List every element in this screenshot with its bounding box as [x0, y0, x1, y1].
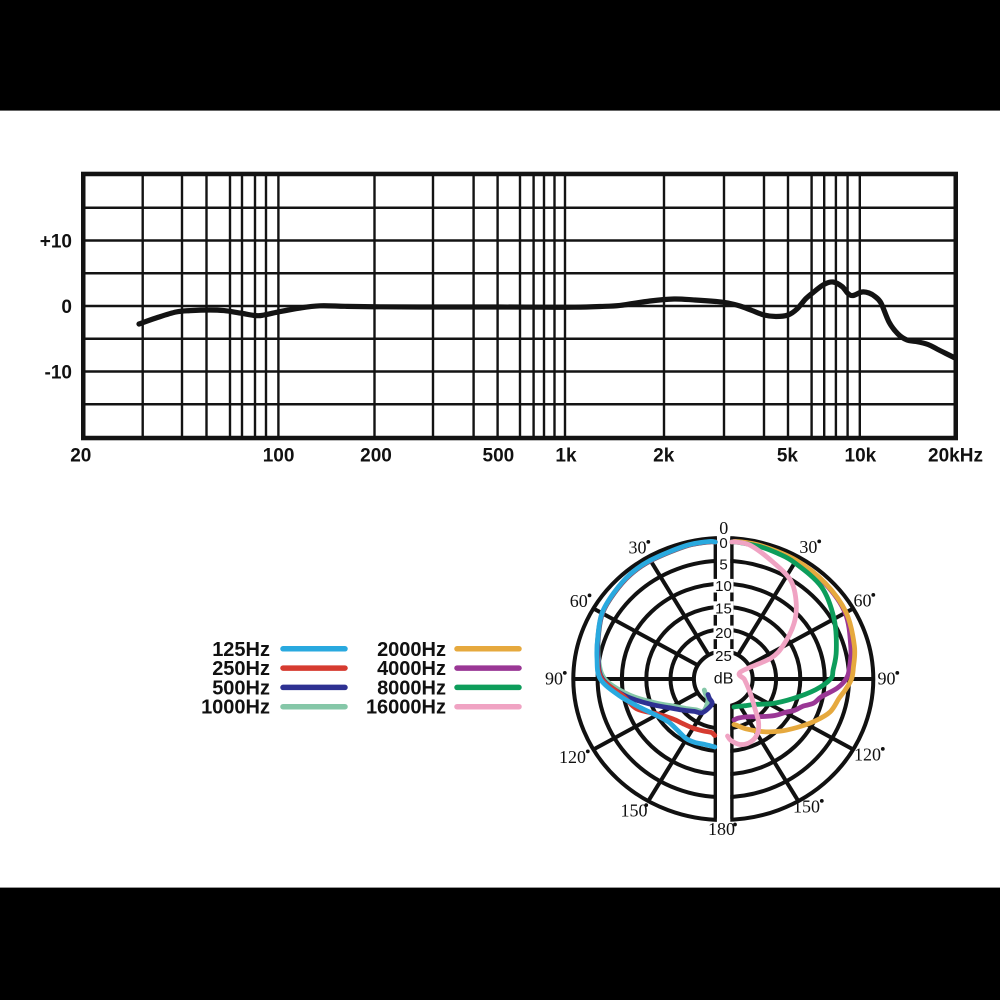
svg-text:5: 5	[719, 556, 727, 573]
svg-text:125Hz: 125Hz	[212, 639, 270, 661]
svg-text:1k: 1k	[555, 446, 577, 467]
svg-text:25: 25	[715, 648, 732, 665]
svg-text:15: 15	[715, 601, 732, 618]
svg-text:20kHz: 20kHz	[928, 446, 983, 467]
svg-text:30: 30	[629, 538, 647, 558]
svg-text:500: 500	[483, 446, 515, 467]
svg-text:150: 150	[621, 801, 648, 821]
svg-text:+10: +10	[40, 232, 72, 253]
svg-text:10: 10	[715, 578, 732, 595]
svg-text:20: 20	[70, 446, 91, 467]
svg-text:120: 120	[854, 745, 881, 765]
svg-text:200: 200	[360, 446, 392, 467]
svg-text:16000Hz: 16000Hz	[366, 697, 446, 719]
svg-text:20: 20	[715, 625, 732, 642]
svg-text:0: 0	[719, 518, 728, 538]
svg-text:4000Hz: 4000Hz	[377, 658, 446, 680]
svg-text:5k: 5k	[777, 446, 799, 467]
svg-text:500Hz: 500Hz	[212, 677, 270, 699]
svg-text:60: 60	[570, 591, 588, 611]
svg-text:2000Hz: 2000Hz	[377, 639, 446, 661]
svg-text:10k: 10k	[845, 446, 877, 467]
svg-text:-10: -10	[45, 363, 72, 384]
svg-text:180: 180	[708, 819, 735, 839]
svg-text:dB: dB	[714, 671, 734, 688]
svg-text:150: 150	[793, 797, 820, 817]
svg-text:8000Hz: 8000Hz	[377, 677, 446, 699]
svg-text:60: 60	[854, 591, 872, 611]
svg-text:0: 0	[61, 297, 72, 318]
svg-text:1000Hz: 1000Hz	[201, 697, 270, 719]
svg-text:30: 30	[799, 537, 817, 557]
svg-text:250Hz: 250Hz	[212, 658, 270, 680]
svg-text:100: 100	[263, 446, 295, 467]
svg-text:90: 90	[545, 669, 563, 689]
svg-text:2k: 2k	[653, 446, 675, 467]
svg-text:0: 0	[719, 535, 727, 552]
svg-text:120: 120	[559, 747, 586, 767]
svg-text:90: 90	[878, 669, 896, 689]
